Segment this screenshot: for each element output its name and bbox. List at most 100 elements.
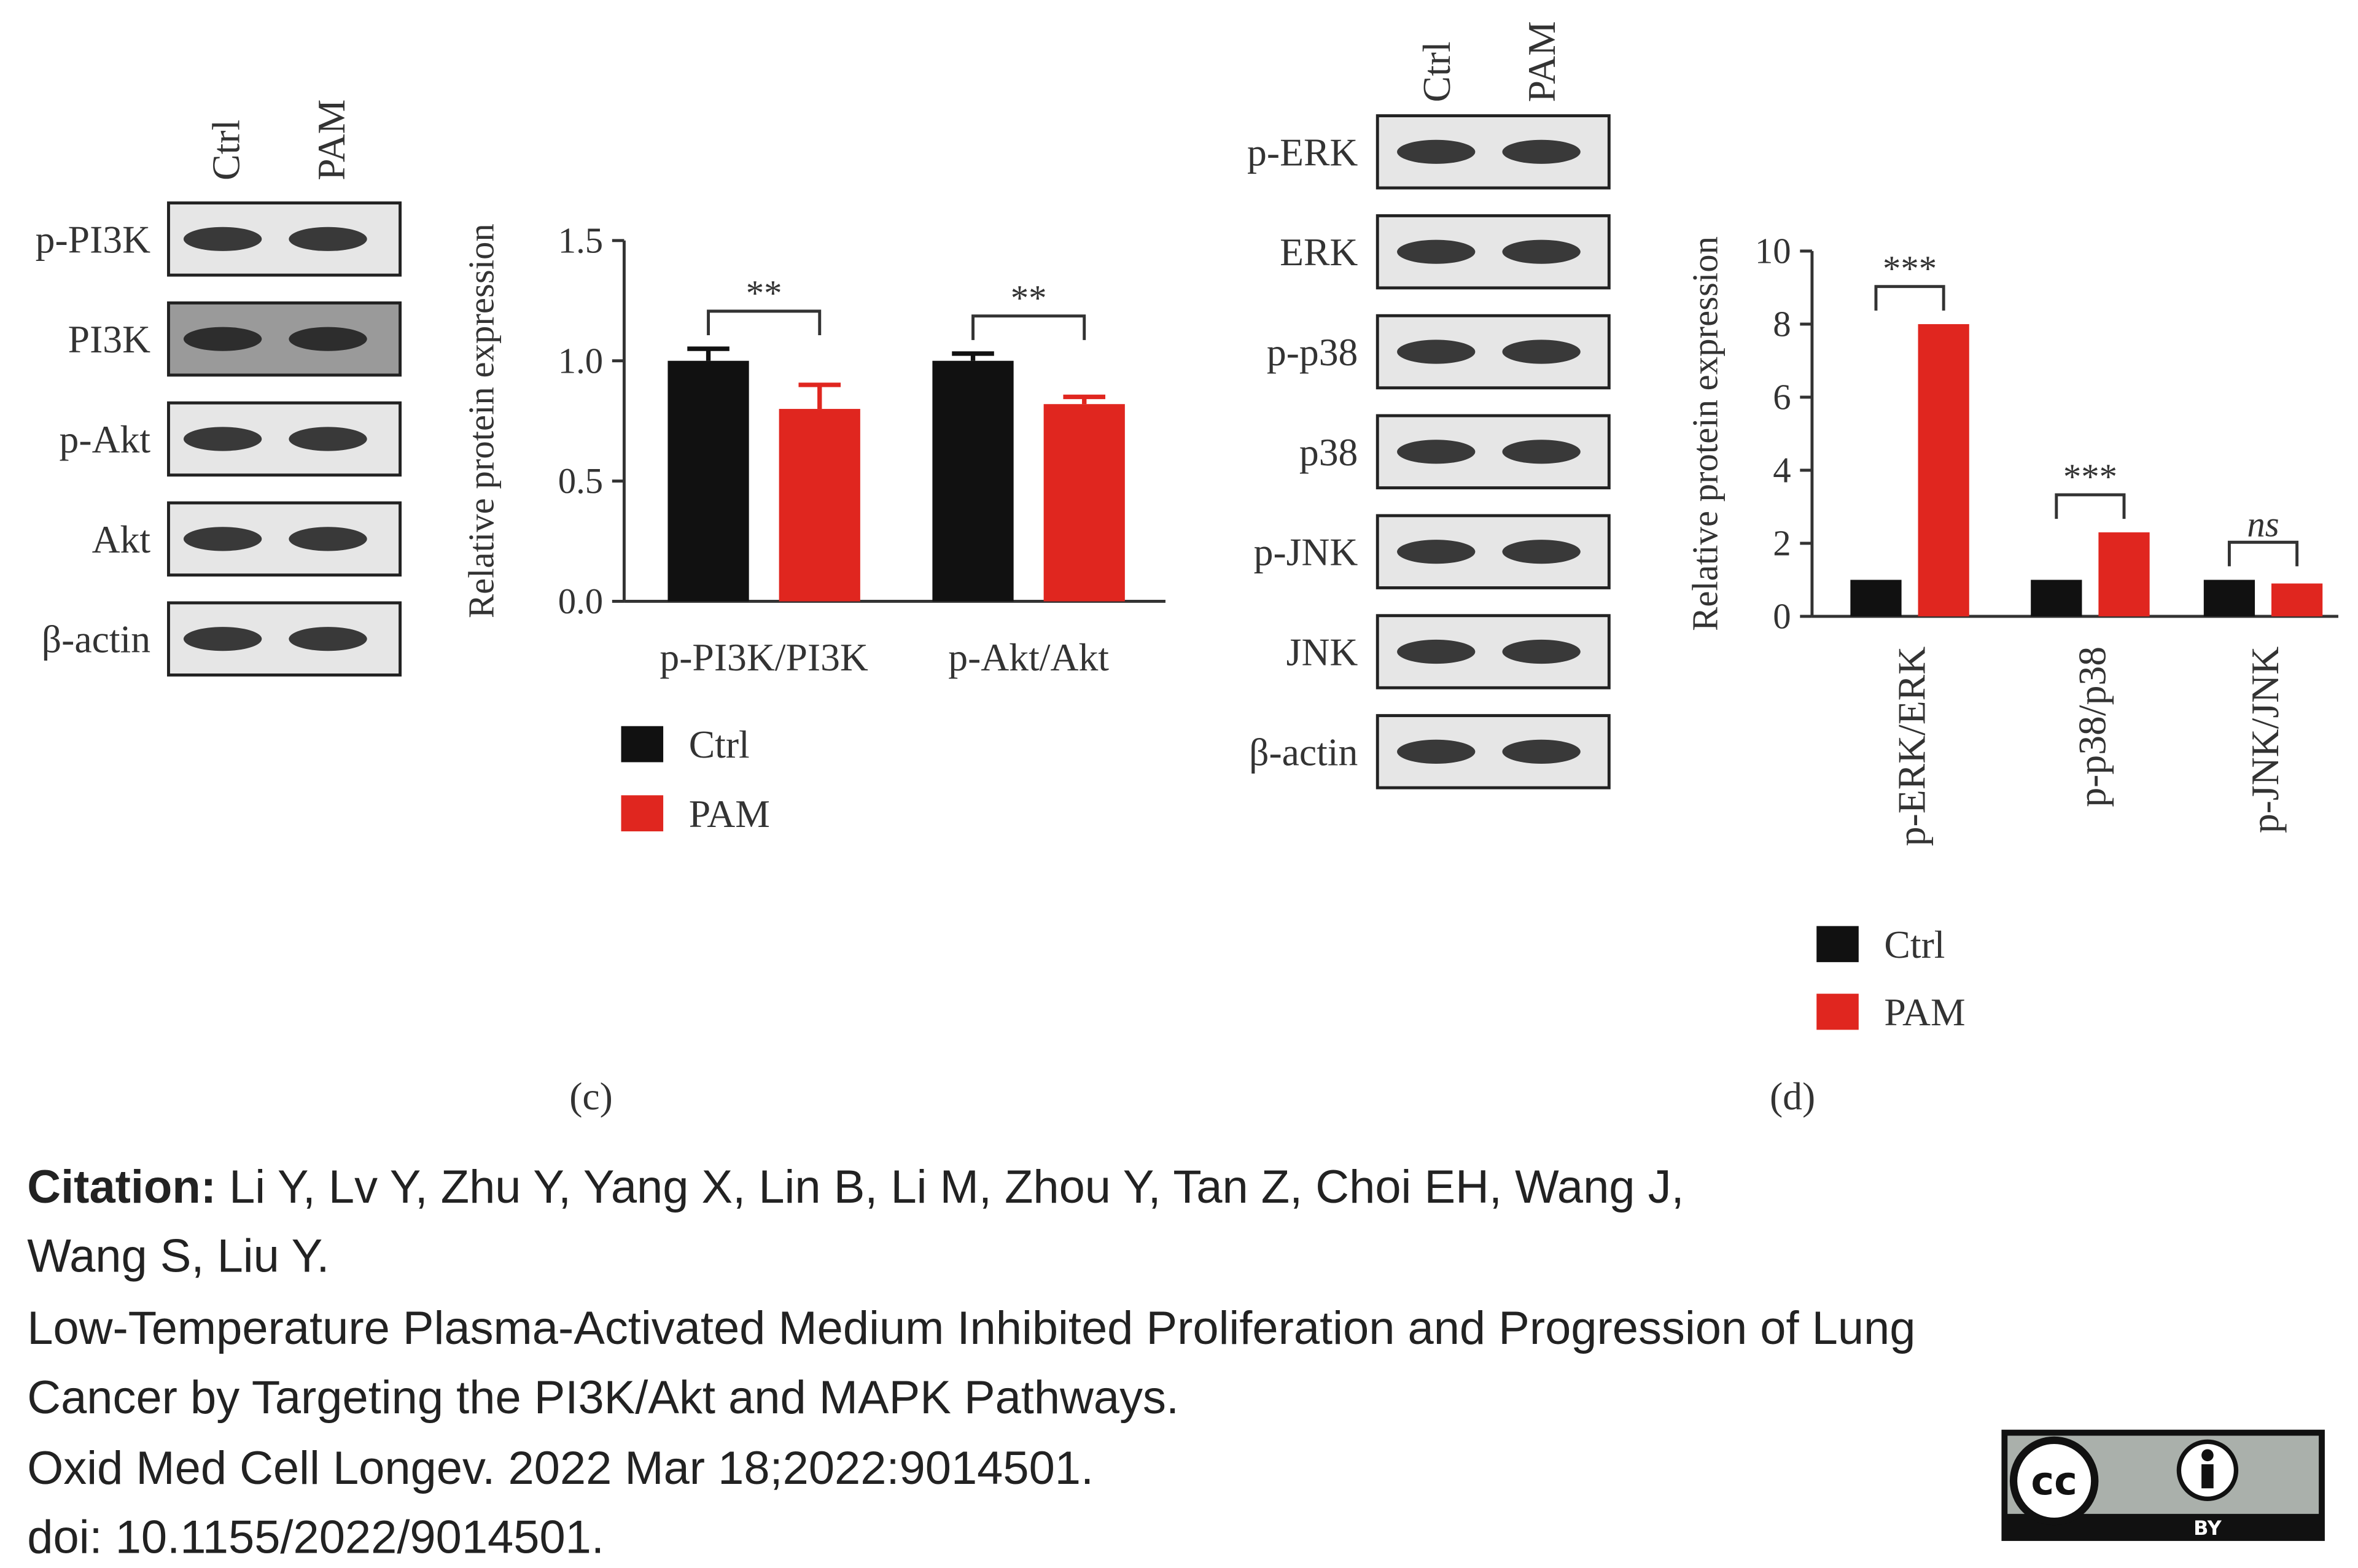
blot-band: [183, 427, 262, 451]
blot-row-label: ERK: [1280, 230, 1358, 274]
citation-authors: Li Y, Lv Y, Zhu Y, Yang X, Lin B, Li M, …: [216, 1161, 1684, 1213]
blot-band: [1502, 739, 1581, 764]
bar: [932, 360, 1014, 602]
bar: [1043, 404, 1125, 602]
citation-authors: Wang S, Liu Y.: [27, 1230, 329, 1283]
blot-band: [289, 227, 367, 251]
blot-band: [1397, 440, 1476, 464]
legend-swatch: [1816, 993, 1859, 1030]
citation-line: Citation: Li Y, Lv Y, Zhu Y, Yang X, Lin…: [27, 1161, 1684, 1213]
bar: [1918, 324, 1969, 616]
y-tick-label: 1.0: [558, 341, 603, 381]
panel-label: (c): [569, 1074, 613, 1118]
significance-bracket: [2227, 540, 2299, 567]
x-tick-label: p-PI3K/PI3K: [660, 635, 868, 679]
x-tick-label: p-p38/p38: [2070, 646, 2114, 807]
blot-band: [1502, 340, 1581, 364]
citation-doi: doi: 10.1155/2022/9014501.: [27, 1512, 604, 1564]
by-text: BY: [2193, 1516, 2222, 1540]
legend-label: PAM: [1884, 990, 1965, 1034]
cc-circle: [2009, 1436, 2099, 1526]
blot-band: [1397, 540, 1476, 564]
blot-row-label: p-PI3K: [36, 217, 150, 261]
lane-label: Ctrl: [204, 120, 248, 180]
lane-label: PAM: [309, 99, 353, 180]
blot-band: [289, 527, 367, 551]
legend-label: PAM: [689, 792, 770, 836]
blot-band: [1502, 139, 1581, 164]
citation-journal: Oxid Med Cell Longev. 2022 Mar 18;2022:9…: [27, 1442, 1094, 1494]
blot-band: [1502, 239, 1581, 264]
bar: [779, 409, 860, 602]
blot-band: [1502, 440, 1581, 464]
x-tick-label: p-Akt/Akt: [948, 635, 1109, 679]
blot-band: [1502, 540, 1581, 564]
blot-row-label: Akt: [92, 518, 151, 561]
lane-label: Ctrl: [1415, 41, 1458, 102]
legend-swatch: [621, 795, 664, 832]
blot-band: [183, 227, 262, 251]
significance-bracket: [707, 309, 822, 336]
blot-row-label: p-Akt: [60, 417, 151, 461]
citation-label: Citation:: [27, 1161, 216, 1213]
y-tick-label: 0.0: [558, 581, 603, 621]
y-tick-label: 10: [1755, 231, 1791, 271]
lane-label: PAM: [1520, 21, 1563, 102]
error-bar: [798, 382, 841, 409]
blot-band: [1397, 340, 1476, 364]
cc-badge: cc BY: [2001, 1429, 2325, 1541]
significance-label: **: [746, 273, 782, 313]
y-tick-label: 4: [1773, 451, 1791, 491]
blot-band: [289, 327, 367, 351]
x-tick-label: p-ERK/ERK: [1890, 646, 1934, 846]
citation-title: Cancer by Targeting the PI3K/Akt and MAP…: [27, 1372, 1179, 1424]
blot-row-label: β-actin: [42, 618, 150, 661]
blot-band: [183, 627, 262, 651]
blot-band: [1502, 639, 1581, 664]
bar: [2271, 583, 2323, 616]
blot-band: [289, 427, 367, 451]
y-tick-label: 0.5: [558, 461, 603, 501]
by-icon-body: [2201, 1464, 2214, 1489]
y-axis-label: Relative protein expression: [1686, 236, 1726, 631]
significance-label: ns: [2247, 504, 2279, 544]
significance-bracket: [1874, 285, 1945, 311]
legend-swatch: [1816, 926, 1859, 963]
bar: [2098, 532, 2150, 616]
panel-label: (d): [1770, 1074, 1815, 1118]
legend-label: Ctrl: [1884, 923, 1945, 966]
blot-row-label: p-JNK: [1254, 530, 1358, 574]
blot-band: [289, 627, 367, 651]
by-icon-head: [2201, 1449, 2214, 1462]
blot-band: [1397, 739, 1476, 764]
significance-label: ***: [1883, 249, 1937, 289]
error-bar: [687, 346, 730, 361]
blot-band: [1397, 639, 1476, 664]
blot-row-label: PI3K: [68, 317, 150, 361]
y-tick-label: 2: [1773, 524, 1791, 564]
blot-band: [183, 327, 262, 351]
y-tick-label: 0: [1773, 597, 1791, 637]
error-bar: [952, 351, 994, 361]
blot-row-label: p-ERK: [1247, 130, 1358, 174]
blot-row-label: p38: [1299, 430, 1358, 474]
chart: 0 2 4 6 8 10 Relative protein expression p-ERK/…: [1686, 231, 2338, 1034]
significance-bracket: [2055, 493, 2126, 519]
significance-label: **: [1011, 278, 1047, 318]
bar: [2031, 580, 2082, 616]
bar: [667, 360, 749, 602]
bar: [1850, 580, 1902, 616]
blot-row-label: β-actin: [1249, 730, 1358, 774]
legend-swatch: [621, 726, 664, 763]
blot-row-label: JNK: [1286, 631, 1358, 674]
cc-text: cc: [2031, 1459, 2077, 1504]
chart: 0.0 0.5 1.0 1.5 Relative protein expression p…: [461, 220, 1165, 836]
blot-panel: Ctrl PAM p-PI3K PI3K p-Akt Akt β-actin: [36, 99, 402, 677]
blot-band: [183, 527, 262, 551]
y-tick-label: 6: [1773, 378, 1791, 417]
blot-row-label: p-p38: [1267, 330, 1358, 374]
error-bar: [1063, 394, 1106, 405]
x-tick-label: p-JNK/JNK: [2243, 646, 2287, 833]
